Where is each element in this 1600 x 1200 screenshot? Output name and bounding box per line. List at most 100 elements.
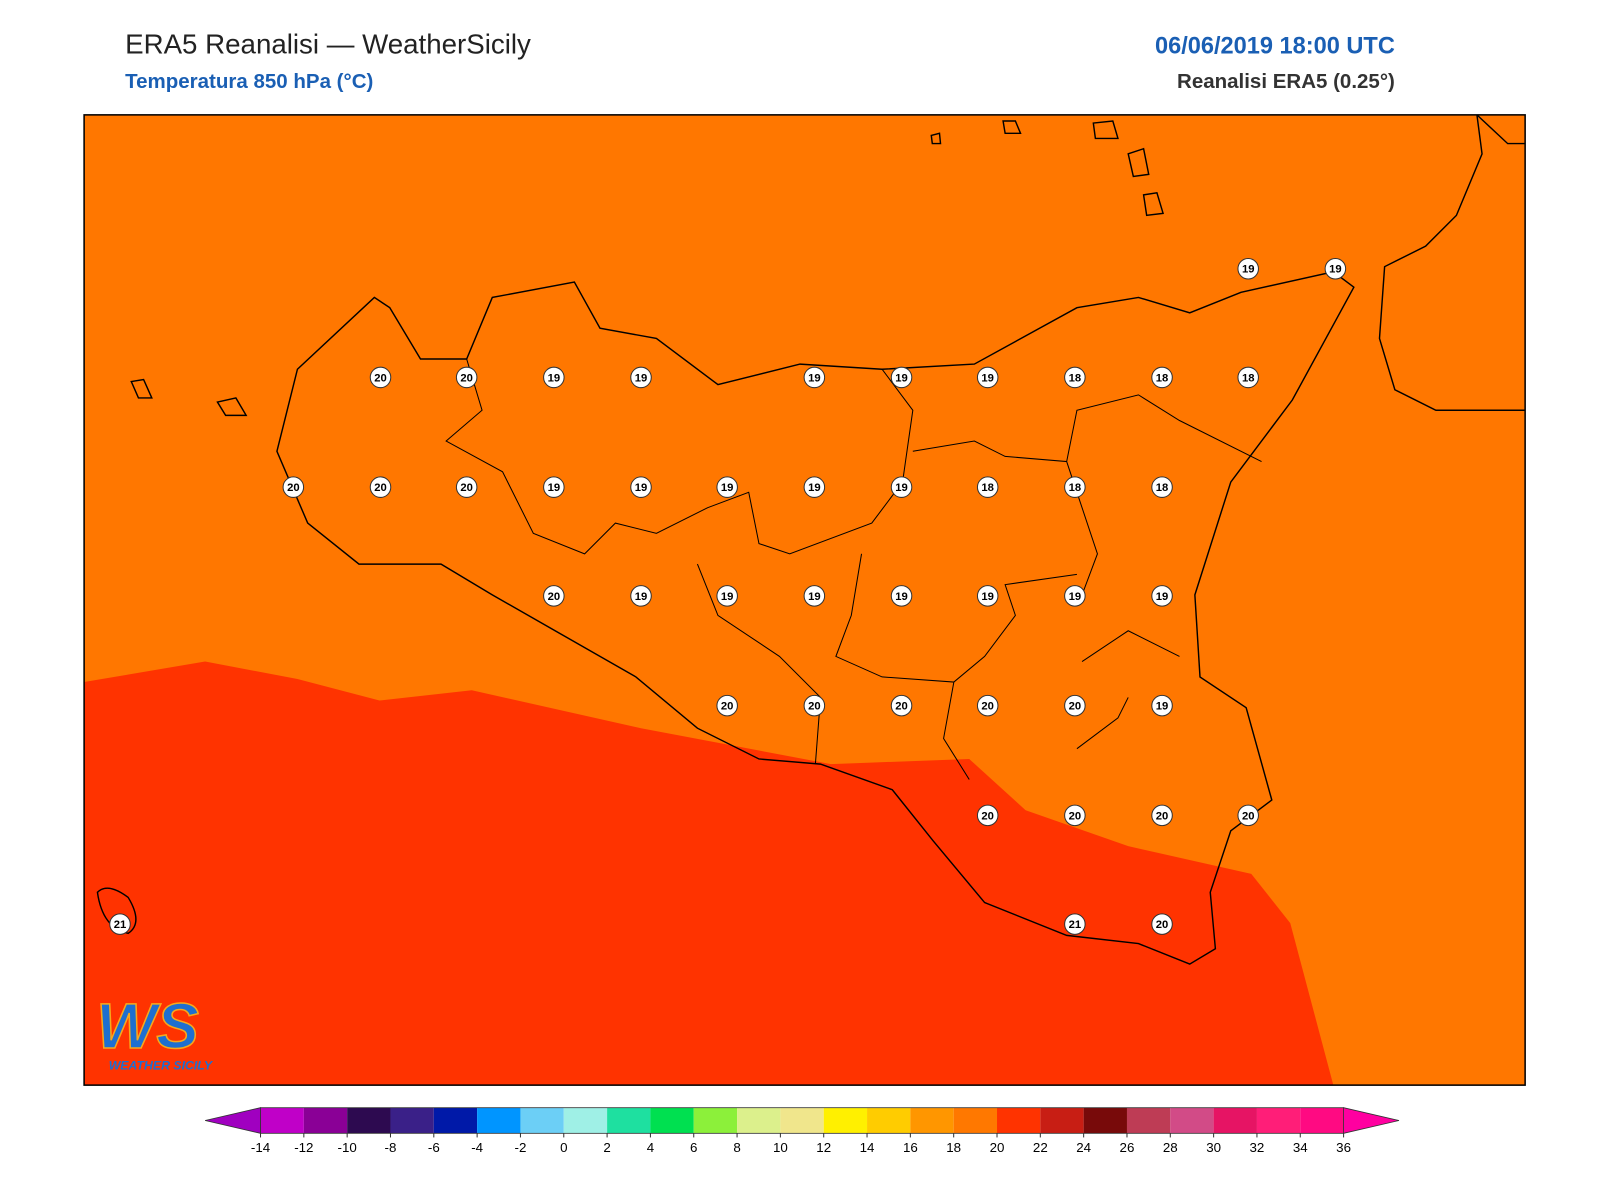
colorbar-tick-label: 18 <box>946 1140 961 1155</box>
station-marker <box>976 585 999 607</box>
calabria-north <box>1476 114 1526 145</box>
station-value: 20 <box>1156 810 1169 822</box>
colorbar-tick-label: -8 <box>385 1140 397 1155</box>
station-value: 19 <box>895 372 908 384</box>
colorbar-bin <box>1170 1107 1214 1134</box>
station-marker <box>1237 257 1259 280</box>
egadi <box>130 378 248 417</box>
colorbar-under <box>205 1107 261 1134</box>
station-value: 20 <box>721 701 734 713</box>
colorbar-tick-label: 22 <box>1033 1140 1048 1155</box>
station-value: 19 <box>1329 264 1342 276</box>
colorbar-tick-label: 2 <box>603 1140 610 1155</box>
station-value: 19 <box>721 591 734 603</box>
logo: WS WEATHER SICILY <box>96 990 214 1073</box>
station-value: 20 <box>460 372 473 384</box>
station-marker <box>543 585 565 607</box>
station-value: 20 <box>1156 919 1169 931</box>
colorbar-bin <box>477 1107 521 1134</box>
station-value: 19 <box>895 482 908 494</box>
station-value: 19 <box>1069 591 1082 603</box>
station-marker <box>109 913 131 935</box>
station-marker <box>890 366 913 389</box>
station-marker <box>1151 476 1173 498</box>
station-value: 20 <box>1069 810 1082 822</box>
colorbar-tick-label: 30 <box>1206 1140 1221 1155</box>
station-marker <box>282 476 305 498</box>
station-value: 19 <box>1242 264 1255 276</box>
colorbar-bin <box>1083 1107 1127 1134</box>
station-marker <box>1064 476 1086 498</box>
station-value: 20 <box>981 701 994 713</box>
colorbar-bin <box>693 1107 738 1134</box>
station-marker <box>369 476 392 498</box>
colorbar-tick-label: -14 <box>251 1140 271 1155</box>
station-value: 20 <box>287 482 300 494</box>
logo-mark: WS <box>96 991 198 1062</box>
pantelleria <box>96 887 137 935</box>
colorbar-bin <box>780 1107 824 1134</box>
colorbar-tick-label: -6 <box>428 1140 440 1155</box>
station-marker <box>630 585 652 607</box>
station-value: 20 <box>374 372 387 384</box>
colorbar-tick-label: 32 <box>1250 1140 1265 1155</box>
station-marker <box>1064 585 1086 607</box>
colorbar-bin <box>867 1107 911 1134</box>
colorbar-bin <box>390 1107 434 1134</box>
colorbar-tick-label: -10 <box>338 1140 357 1155</box>
station-marker <box>976 694 999 717</box>
colorbar-bin <box>997 1107 1041 1134</box>
station-value: 21 <box>1069 919 1082 931</box>
station-value: 18 <box>981 482 994 494</box>
station-marker <box>716 694 738 717</box>
station-value: 19 <box>1156 701 1169 713</box>
station-marker <box>803 694 826 717</box>
station-value: 21 <box>114 919 127 931</box>
logo-caption: WEATHER SICILY <box>109 1059 214 1073</box>
province-borders <box>445 358 1262 780</box>
station-marker <box>543 366 565 389</box>
colorbar-tick-label: 34 <box>1293 1140 1308 1155</box>
colorbar-tick-label: 16 <box>903 1140 918 1155</box>
station-marker <box>1064 694 1086 717</box>
station-marker <box>1064 804 1086 827</box>
datetime: 06/06/2019 18:00 UTC <box>1155 32 1395 58</box>
station-value: 20 <box>1242 810 1255 822</box>
station-marker <box>630 476 652 498</box>
station-value: 20 <box>895 701 908 713</box>
station-marker <box>455 366 478 389</box>
colorbar-bin <box>1256 1107 1301 1134</box>
colorbar-tick-label: -12 <box>294 1140 313 1155</box>
colorbar-bin <box>910 1107 954 1134</box>
station-value: 19 <box>808 591 821 603</box>
hot-area <box>84 661 1334 1086</box>
station-marker <box>1151 585 1173 607</box>
station-marker <box>369 366 392 389</box>
colorbar-bin <box>347 1107 391 1134</box>
station-value: 18 <box>1156 372 1169 384</box>
station-marker <box>976 366 999 389</box>
station-marker <box>976 476 999 498</box>
station-value: 18 <box>1069 372 1082 384</box>
station-value: 19 <box>548 372 561 384</box>
station-marker <box>1064 366 1086 389</box>
colorbar-tick-label: 36 <box>1336 1140 1351 1155</box>
station-value: 19 <box>808 482 821 494</box>
colorbar-bin <box>607 1107 651 1134</box>
colorbar-tick-label: 14 <box>860 1140 875 1155</box>
colorbar-bin <box>953 1107 998 1134</box>
station-marker <box>716 585 738 607</box>
station-marker <box>803 476 826 498</box>
colorbar-bin <box>1040 1107 1084 1134</box>
station-value: 20 <box>548 591 561 603</box>
colorbar-tick-label: 8 <box>733 1140 740 1155</box>
station-marker <box>1151 366 1173 389</box>
colorbar-tick-label: 24 <box>1076 1140 1091 1155</box>
sicily <box>276 271 1355 965</box>
station-value: 20 <box>460 482 473 494</box>
colorbar: -14 -12 -10 -8 -6 -4 -2 0 2 4 6 8 10 12 14 16 18 20 22 24 26… <box>205 1107 1400 1155</box>
station-value: 19 <box>635 591 648 603</box>
colorbar-tick-label: -2 <box>515 1140 527 1155</box>
